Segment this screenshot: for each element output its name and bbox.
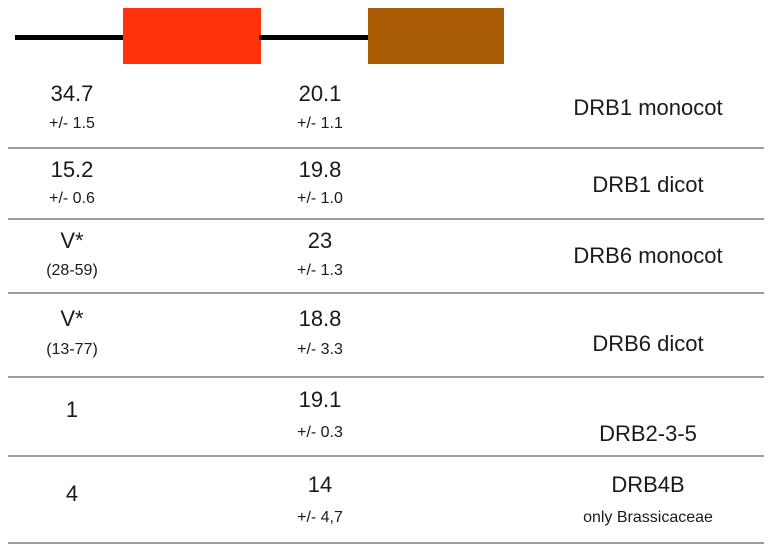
table-row: 1 19.1 +/- 0.3 DRB2-3-5: [8, 378, 764, 456]
row-4-label: DRB6 dicot: [592, 331, 704, 356]
backbone-line-left: [15, 35, 127, 40]
row-2-col2-value: 19.8: [298, 157, 342, 182]
table-row: V* (13-77) 18.8 +/- 3.3 DRB6 dicot: [8, 294, 764, 377]
row-separator: [8, 542, 764, 544]
row-3-col1-sub: (28-59): [46, 262, 98, 279]
row-1-col2-sub: +/- 1.1: [297, 115, 343, 132]
row-3-col2-sub: +/- 1.3: [297, 262, 343, 279]
row-5-col2-value: 19.1: [298, 387, 342, 412]
row-5-col2-sub: +/- 0.3: [297, 424, 343, 441]
row-1-col2-value: 20.1: [298, 81, 342, 106]
row-3-col1-value: V*: [60, 228, 84, 253]
first-domain-box: [123, 8, 261, 64]
row-separator: [8, 218, 764, 220]
row-1-col1-sub: +/- 1.5: [49, 115, 95, 132]
row-5-label: DRB2-3-5: [599, 421, 697, 446]
backbone-line-middle: [259, 35, 371, 40]
table-row: 34.7 +/- 1.5 20.1 +/- 1.1 DRB1 monocot: [8, 70, 764, 148]
row-2-col2-sub: +/- 1.0: [297, 190, 343, 207]
row-1-col1-value: 34.7: [50, 81, 94, 106]
row-separator: [8, 292, 764, 294]
row-6-col2-value: 14: [307, 472, 333, 497]
row-separator: [8, 455, 764, 457]
row-1-label: DRB1 monocot: [573, 95, 723, 120]
row-separator: [8, 147, 764, 149]
table-row: 4 14 +/- 4,7 DRB4B only Brassicaceae: [8, 457, 764, 543]
table-row: 15.2 +/- 0.6 19.8 +/- 1.0 DRB1 dicot: [8, 149, 764, 219]
domain-diagram: [0, 0, 770, 70]
row-6-label: DRB4B: [611, 472, 685, 497]
row-4-col2-sub: +/- 3.3: [297, 341, 343, 358]
row-4-col1-sub: (13-77): [46, 341, 98, 358]
row-2-col1-value: 15.2: [50, 157, 94, 182]
row-2-label: DRB1 dicot: [592, 172, 704, 197]
row-6-label-sub: only Brassicaceae: [583, 509, 713, 526]
table-row: V* (28-59) 23 +/- 1.3 DRB6 monocot: [8, 220, 764, 292]
second-domain-box: [368, 8, 504, 64]
row-3-label: DRB6 monocot: [573, 243, 723, 268]
row-6-col2-sub: +/- 4,7: [297, 509, 343, 526]
row-3-col2-value: 23: [307, 228, 333, 253]
row-4-col1-value: V*: [60, 306, 84, 331]
row-5-col1-value: 1: [65, 397, 79, 422]
row-separator: [8, 376, 764, 378]
row-4-col2-value: 18.8: [298, 306, 342, 331]
row-6-col1-value: 4: [65, 481, 79, 506]
row-2-col1-sub: +/- 0.6: [49, 190, 95, 207]
